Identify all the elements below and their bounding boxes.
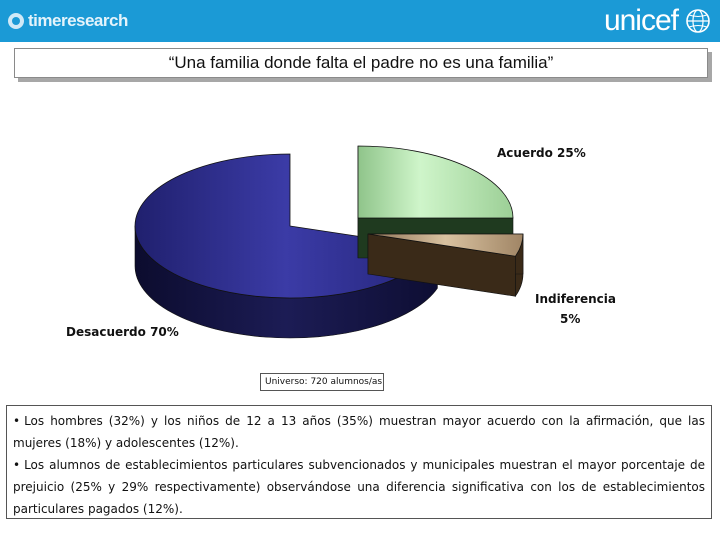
- unicef-logo: unicef: [604, 4, 712, 38]
- bullet-icon: •: [13, 458, 21, 472]
- note-item: • Los hombres (32%) y los niños de 12 a 1…: [13, 410, 705, 454]
- header-bar: timeresearch unicef: [0, 0, 720, 42]
- slice-indiferencia: [367, 233, 524, 298]
- note-text: Los alumnos de establecimientos particul…: [13, 458, 705, 516]
- universe-box: Universo: 720 alumnos/as: [260, 373, 384, 391]
- bullet-icon: •: [13, 414, 21, 428]
- unicef-globe-icon: [686, 9, 710, 33]
- note-text: Los hombres (32%) y los niños de 12 a 13…: [13, 414, 705, 450]
- universe-text: Universo: 720 alumnos/as: [265, 377, 383, 387]
- title-box: “Una familia donde falta el padre no es …: [14, 48, 708, 78]
- pie-group: [134, 145, 524, 339]
- label-acuerdo: Acuerdo 25%: [497, 146, 586, 160]
- label-indiferencia: Indiferencia: [535, 292, 616, 306]
- label-indiferencia-value: 5%: [560, 312, 580, 326]
- pie-chart: Acuerdo 25% Indiferencia 5% Desacuerdo 7…: [66, 145, 616, 339]
- slice-desacuerdo: [134, 153, 439, 339]
- note-item: • Los alumnos de establecimientos particu…: [13, 454, 705, 520]
- label-desacuerdo: Desacuerdo 70%: [66, 325, 179, 339]
- timeresearch-logo: timeresearch: [8, 8, 128, 34]
- timeresearch-logo-text: timeresearch: [28, 11, 128, 30]
- chart-title: “Una familia donde falta el padre no es …: [168, 53, 554, 72]
- unicef-logo-text: unicef: [603, 4, 679, 37]
- notes-box: • Los hombres (32%) y los niños de 12 a 1…: [6, 405, 712, 519]
- timeresearch-mark-icon: [8, 13, 24, 29]
